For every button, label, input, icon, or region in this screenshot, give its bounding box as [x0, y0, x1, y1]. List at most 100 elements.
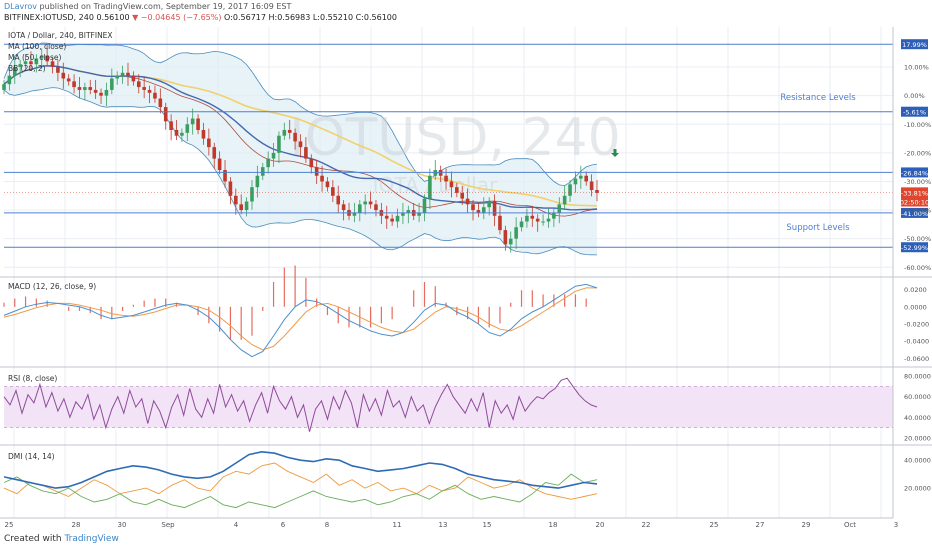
candle-body: [239, 204, 243, 211]
dmi-axis-tick: 40.0000: [904, 457, 931, 465]
level-price-label: -41.00%: [901, 210, 928, 218]
candle-body: [174, 129, 179, 136]
rsi-pane-title: RSI (8, close): [8, 374, 57, 383]
price-axis-tick: -40.00%: [904, 207, 931, 215]
time-axis-tick: 11: [393, 521, 402, 529]
price-axis-tick: -20.00%: [904, 149, 931, 157]
price-axis-tick: -50.00%: [904, 235, 931, 243]
candle-body: [384, 215, 389, 219]
candle-body: [455, 187, 459, 193]
candle-body: [336, 195, 341, 205]
indicator-legend: BB (20, 2): [8, 64, 46, 73]
price-axis-tick: 10.00%: [904, 64, 929, 72]
macd-axis-tick: -0.0200: [904, 321, 929, 329]
candle-body: [99, 92, 103, 96]
dmi-minus-line: [3, 462, 598, 500]
candle-body: [341, 204, 346, 211]
candle-body: [320, 175, 324, 182]
candle-body: [374, 204, 378, 211]
candle-body: [39, 55, 44, 59]
annotation-label: Resistance Levels: [780, 93, 856, 103]
candle-body: [595, 190, 599, 193]
price-axis-tick: -10.00%: [904, 121, 931, 129]
candle-body: [557, 204, 562, 213]
macd-pane-title: MACD (12, 26, close, 9): [8, 282, 96, 291]
candle-body: [50, 61, 55, 68]
candle-body: [282, 129, 287, 136]
level-price-label: -52.99%: [901, 244, 928, 252]
time-axis-tick: 13: [439, 521, 448, 529]
time-axis-tick: 8: [325, 521, 329, 529]
candle-body: [217, 158, 222, 171]
candle-body: [395, 215, 400, 222]
candle-body: [83, 87, 87, 90]
bollinger-upper-line: [3, 42, 598, 187]
candle-body: [573, 178, 578, 185]
candle-body: [136, 81, 141, 88]
candle-body: [519, 221, 524, 228]
candle-body: [476, 210, 481, 213]
candle-body: [212, 147, 217, 159]
level-price-label-box: [901, 207, 928, 218]
tradingview-logo[interactable]: TradingView: [64, 534, 119, 544]
level-price-label-box: [901, 242, 928, 253]
price-axis-tick: 0.00%: [904, 92, 925, 100]
candle-body: [309, 158, 314, 168]
dmi-adx-line: [3, 450, 598, 489]
level-price-label: -5.61%: [903, 109, 926, 117]
candle-body: [562, 195, 567, 205]
created-with-label: Created with: [4, 534, 62, 544]
dmi-pane-title: DMI (14, 14): [8, 452, 55, 461]
rsi-axis-tick: 40.0000: [904, 414, 931, 422]
candle-body: [492, 201, 497, 216]
candle-body: [142, 87, 146, 90]
rsi-axis-tick: 20.0000: [904, 434, 931, 442]
candle-body: [422, 198, 427, 213]
time-axis-tick: 28: [72, 521, 81, 529]
candle-body: [234, 195, 238, 205]
rsi-line: [3, 377, 598, 432]
author-link[interactable]: DLavrov: [4, 2, 37, 11]
level-price-label-box: [901, 106, 928, 117]
candle-body: [293, 132, 297, 142]
candle-body: [244, 201, 249, 211]
candle-body: [12, 67, 17, 76]
candle-body: [417, 212, 421, 216]
candle-body: [2, 84, 6, 90]
macd-axis-tick: 0.0200: [904, 286, 927, 294]
candle-body: [449, 181, 454, 188]
time-axis-tick: 15: [483, 521, 492, 529]
candle-body: [147, 89, 152, 93]
candle-body: [401, 212, 405, 216]
candle-body: [131, 75, 136, 82]
time-axis-tick: 6: [281, 521, 286, 529]
ohlc-values: O:0.56717 H:0.56983 L:0.55210 C:0.56100: [224, 13, 397, 22]
candle-body: [541, 221, 545, 223]
pane-title: IOTA / Dollar, 240, BITFINEX: [8, 31, 113, 40]
time-axis-tick: 27: [756, 521, 765, 529]
candle-body: [428, 175, 432, 199]
candle-body: [481, 207, 486, 213]
dmi-axis-tick: 20.0000: [904, 485, 931, 493]
candle-body: [223, 170, 227, 182]
current-price-label: 02:50:10: [900, 198, 929, 206]
candle-body: [368, 201, 373, 205]
candle-body: [207, 138, 211, 148]
candle-body: [104, 89, 109, 96]
last-price: 0.56100: [96, 13, 130, 22]
candle-body: [77, 87, 82, 90]
candle-body: [93, 89, 98, 93]
symbol-line: BITFINEX:IOTUSD, 240 0.56100 ▼ −0.04645 …: [4, 13, 397, 22]
up-arrow-icon: [611, 149, 619, 157]
candle-body: [153, 92, 157, 99]
candle-body: [115, 75, 120, 79]
time-axis-tick: 20: [596, 521, 605, 529]
candle-body: [444, 175, 448, 182]
candle-body: [546, 218, 551, 222]
candle-body: [277, 135, 281, 153]
candle-body: [34, 58, 39, 65]
candle-body: [88, 87, 93, 90]
candle-body: [465, 198, 470, 205]
candle-body: [358, 204, 362, 213]
